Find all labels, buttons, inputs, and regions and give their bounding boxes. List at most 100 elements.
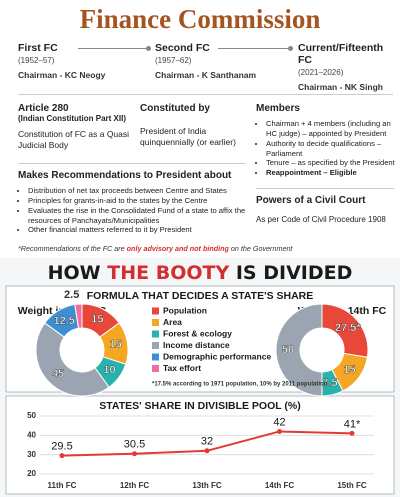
legend-swatch xyxy=(152,342,159,349)
value-label: 15 xyxy=(91,314,103,326)
legend-swatch xyxy=(152,365,159,372)
title-emphasis: THE BOOTY xyxy=(107,262,229,284)
fc-name: Current/Fifteenth FC xyxy=(298,42,384,66)
title-part: HOW xyxy=(48,262,101,284)
value-label: 30.5 xyxy=(124,439,145,451)
value-label: 50 xyxy=(282,344,294,356)
value-label: 15 xyxy=(343,364,355,376)
title-part: IS DIVIDED xyxy=(236,262,353,284)
point xyxy=(277,428,282,434)
legend-label: Area xyxy=(163,317,182,327)
y-tick-label: 20 xyxy=(27,469,36,478)
line-title: STATES' SHARE IN DIVISIBLE POOL (%) xyxy=(99,400,300,412)
divider xyxy=(18,163,246,164)
x-tick-label: 14th FC xyxy=(265,481,295,490)
list-item: Distribution of net tax proceeds between… xyxy=(28,186,250,196)
divider xyxy=(256,188,394,189)
value-label: 32 xyxy=(201,436,213,448)
y-tick-label: 30 xyxy=(27,450,36,459)
box-subtitle: (Indian Constitution Part XII) xyxy=(18,114,126,123)
list-item: Evaluates the rise in the Consolidated F… xyxy=(28,206,250,226)
box-title: Members xyxy=(256,103,300,114)
pie-slice xyxy=(35,322,110,397)
box-text: Constitution of FC as a Quasi Judicial B… xyxy=(18,129,130,150)
value-label: 15 xyxy=(109,339,121,351)
point xyxy=(132,451,137,457)
box-title: Powers of a Civil Court xyxy=(256,195,366,206)
constituted-box: Constituted by President of India quinqu… xyxy=(140,103,245,147)
footnote-part: on the Government xyxy=(228,244,293,253)
charts: HOW THE BOOTY IS DIVIDED FORMULA THAT DE… xyxy=(0,258,400,497)
page-title: Finance Commission xyxy=(79,4,321,34)
legend-swatch xyxy=(152,353,159,361)
box-text: As per Code of Civil Procedure 1908 xyxy=(256,215,386,224)
legend-label: Demographic performance xyxy=(163,351,271,361)
timeline-item: First FC (1952–57) Chairman - KC Neogy xyxy=(18,42,105,80)
pie-slice xyxy=(275,303,323,397)
timeline-line xyxy=(78,48,148,49)
fc-chairman: Chairman - NK Singh xyxy=(298,82,384,92)
footnote-emphasis: only advisory and not binding xyxy=(126,244,229,253)
list-item: Reappointment – Eligible xyxy=(266,168,396,178)
timeline-dot xyxy=(288,46,293,51)
legend-swatch xyxy=(152,330,159,338)
members-list: Chairman + 4 members (including an HC ju… xyxy=(256,119,396,178)
fc-chairman: Chairman - K Santhanam xyxy=(155,70,257,80)
fc-name: Second FC xyxy=(155,42,210,54)
divider xyxy=(18,94,393,95)
section-subtitle: FORMULA THAT DECIDES A STATE'S SHARE xyxy=(87,290,314,302)
fc-name: First FC xyxy=(18,42,58,54)
fc-chairman: Chairman - KC Neogy xyxy=(18,70,106,80)
box-text: President of India quinquennially (or ea… xyxy=(140,126,236,147)
x-tick-label: 12th FC xyxy=(120,481,150,490)
powers-box: Powers of a Civil Court As per Code of C… xyxy=(256,195,396,225)
legend-label: Income distance xyxy=(163,340,230,350)
article-box: Article 280 (Indian Constitution Part XI… xyxy=(18,103,133,150)
timeline-item: Current/Fifteenth FC (2021–2026) Chairma… xyxy=(298,42,400,92)
value-label: 10 xyxy=(103,364,115,376)
value-label: 2.5 xyxy=(64,289,79,301)
timeline-dot xyxy=(146,46,151,51)
timeline-item: Second FC (1957–62) Chairman - K Santhan… xyxy=(155,42,256,80)
value-label: 42 xyxy=(273,416,285,428)
y-tick-label: 40 xyxy=(27,430,36,439)
section-title: HOW THE BOOTY IS DIVIDED xyxy=(48,262,353,284)
pie-slice xyxy=(74,303,83,329)
footnote: *Recommendations of the FC are only advi… xyxy=(18,244,292,253)
pie-slice xyxy=(321,303,369,358)
legend-label: Tax effort xyxy=(163,363,201,373)
value-label: 12.5 xyxy=(54,315,75,327)
legend-swatch xyxy=(152,319,159,326)
list-item: Other financial matters referred to it b… xyxy=(28,225,250,235)
point xyxy=(59,453,65,459)
fc-years: (1952–57) xyxy=(18,56,55,65)
x-tick-label: 11th FC xyxy=(48,481,77,490)
list-item: Tenure – as specified by the President xyxy=(266,158,396,168)
legend-label: Forest & ecology xyxy=(163,328,232,338)
value-label: 41* xyxy=(344,418,361,430)
legend-label: Population xyxy=(163,305,207,315)
y-tick-label: 50 xyxy=(27,411,36,420)
recommendations-box: Makes Recommendations to President about… xyxy=(18,170,250,235)
value-label: 29.5 xyxy=(51,441,72,453)
box-title: Makes Recommendations to President about xyxy=(18,170,232,181)
fc-years: (2021–2026) xyxy=(298,68,344,77)
list-item: Authority to decide qualifications – Par… xyxy=(266,139,396,159)
pie-note: *17.5% according to 1971 population, 10%… xyxy=(152,382,328,388)
box-title: Constituted by xyxy=(140,103,210,114)
fc-years: (1957–62) xyxy=(155,56,192,65)
members-box: Members Chairman + 4 members (including … xyxy=(256,103,396,178)
recommendations-list: Distribution of net tax proceeds between… xyxy=(18,186,250,235)
list-item: Chairman + 4 members (including an HC ju… xyxy=(266,119,396,139)
x-tick-label: 15th FC xyxy=(337,481,367,490)
legend-swatch xyxy=(152,307,159,315)
line-panel xyxy=(5,395,395,495)
value-label: 45 xyxy=(52,368,64,380)
value-label: 27.5* xyxy=(335,322,361,334)
x-tick-label: 13th FC xyxy=(192,481,222,490)
timeline-line xyxy=(218,48,290,49)
point xyxy=(204,448,210,454)
box-title: Article 280 xyxy=(18,103,69,114)
list-item: Principles for grants-in-aid to the stat… xyxy=(28,196,250,206)
